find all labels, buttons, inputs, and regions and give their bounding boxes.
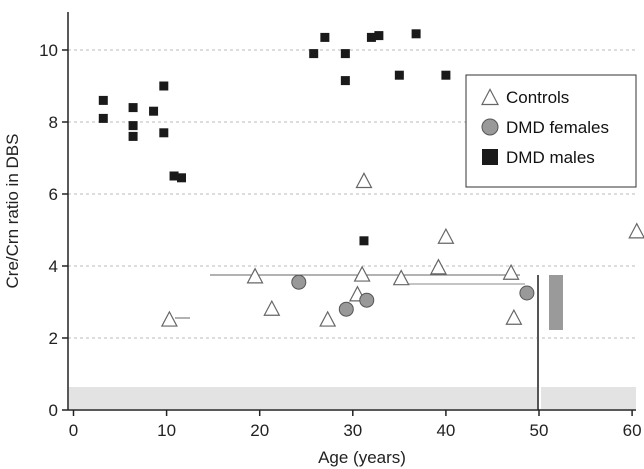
point-controls-7 [392, 269, 410, 286]
gridlines [68, 49, 636, 339]
render-artifacts [69, 274, 636, 410]
y-tick-label-4: 8 [49, 113, 58, 132]
point-controls-11 [505, 308, 523, 325]
y-tick-label-3: 6 [49, 185, 58, 204]
point-dmd-males-2 [128, 103, 138, 113]
x-tick-label-5: 50 [530, 421, 549, 440]
legend-label-controls: Controls [506, 88, 569, 107]
artifact-block [549, 275, 563, 330]
x-tick-label-1: 10 [157, 421, 176, 440]
legend: Controls DMD females DMD males [465, 74, 637, 188]
legend-marker-dmd-females [481, 118, 499, 136]
point-controls-2 [263, 299, 281, 316]
x-tick-label-0: 0 [69, 421, 78, 440]
axes [67, 12, 636, 411]
point-dmd-males-10 [309, 49, 319, 59]
point-dmd-males-19 [441, 70, 451, 80]
point-controls-12 [628, 222, 644, 239]
x-tick-label-2: 20 [250, 421, 269, 440]
point-controls-10 [502, 263, 520, 280]
point-dmd-males-18 [411, 29, 421, 39]
data-points [98, 29, 644, 327]
point-controls-6 [355, 172, 373, 189]
legend-label-dmd-males: DMD males [506, 148, 595, 167]
x-tick-label-3: 30 [343, 421, 362, 440]
point-dmd-males-5 [149, 106, 159, 116]
point-dmd-males-9 [176, 173, 186, 183]
point-controls-3 [319, 310, 337, 327]
point-dmd-males-1 [98, 113, 108, 123]
point-dmd-males-17 [394, 70, 404, 80]
point-dmd-females-2 [359, 292, 375, 308]
y-tick-label-5: 10 [39, 41, 58, 60]
point-controls-5 [353, 265, 371, 282]
point-controls-0 [160, 310, 178, 327]
y-tick-label-0: 0 [49, 401, 58, 420]
point-dmd-males-15 [366, 32, 376, 42]
point-controls-9 [437, 227, 455, 244]
point-dmd-males-13 [340, 76, 350, 86]
point-dmd-males-14 [359, 236, 369, 246]
y-tick-label-2: 4 [49, 257, 58, 276]
legend-label-dmd-females: DMD females [506, 118, 609, 137]
point-dmd-males-6 [159, 81, 169, 91]
point-dmd-males-3 [128, 121, 138, 131]
legend-marker-controls [481, 88, 499, 106]
point-dmd-females-1 [338, 301, 354, 317]
point-controls-8 [429, 258, 447, 275]
x-axis-label: Age (years) [318, 448, 406, 467]
y-tick-label-1: 2 [49, 329, 58, 348]
x-tick-label-4: 40 [436, 421, 455, 440]
y-axis-label: Cre/Crn ratio in DBS [3, 134, 22, 289]
x-tick-label-6: 60 [623, 421, 642, 440]
point-dmd-males-4 [128, 131, 138, 141]
point-dmd-males-12 [340, 49, 350, 59]
legend-marker-dmd-males [482, 149, 498, 165]
point-dmd-females-0 [291, 274, 307, 290]
point-dmd-males-8 [169, 171, 179, 181]
point-dmd-males-16 [374, 31, 384, 41]
artifact-band-left [69, 387, 539, 409]
point-dmd-males-0 [98, 95, 108, 105]
point-dmd-males-11 [320, 32, 330, 42]
artifact-band-right [541, 387, 636, 409]
point-dmd-females-3 [519, 285, 535, 301]
ticks: 0 10 20 30 40 50 60 0 2 4 6 8 10 [39, 41, 641, 440]
point-dmd-males-7 [159, 128, 169, 138]
point-controls-1 [246, 267, 264, 284]
